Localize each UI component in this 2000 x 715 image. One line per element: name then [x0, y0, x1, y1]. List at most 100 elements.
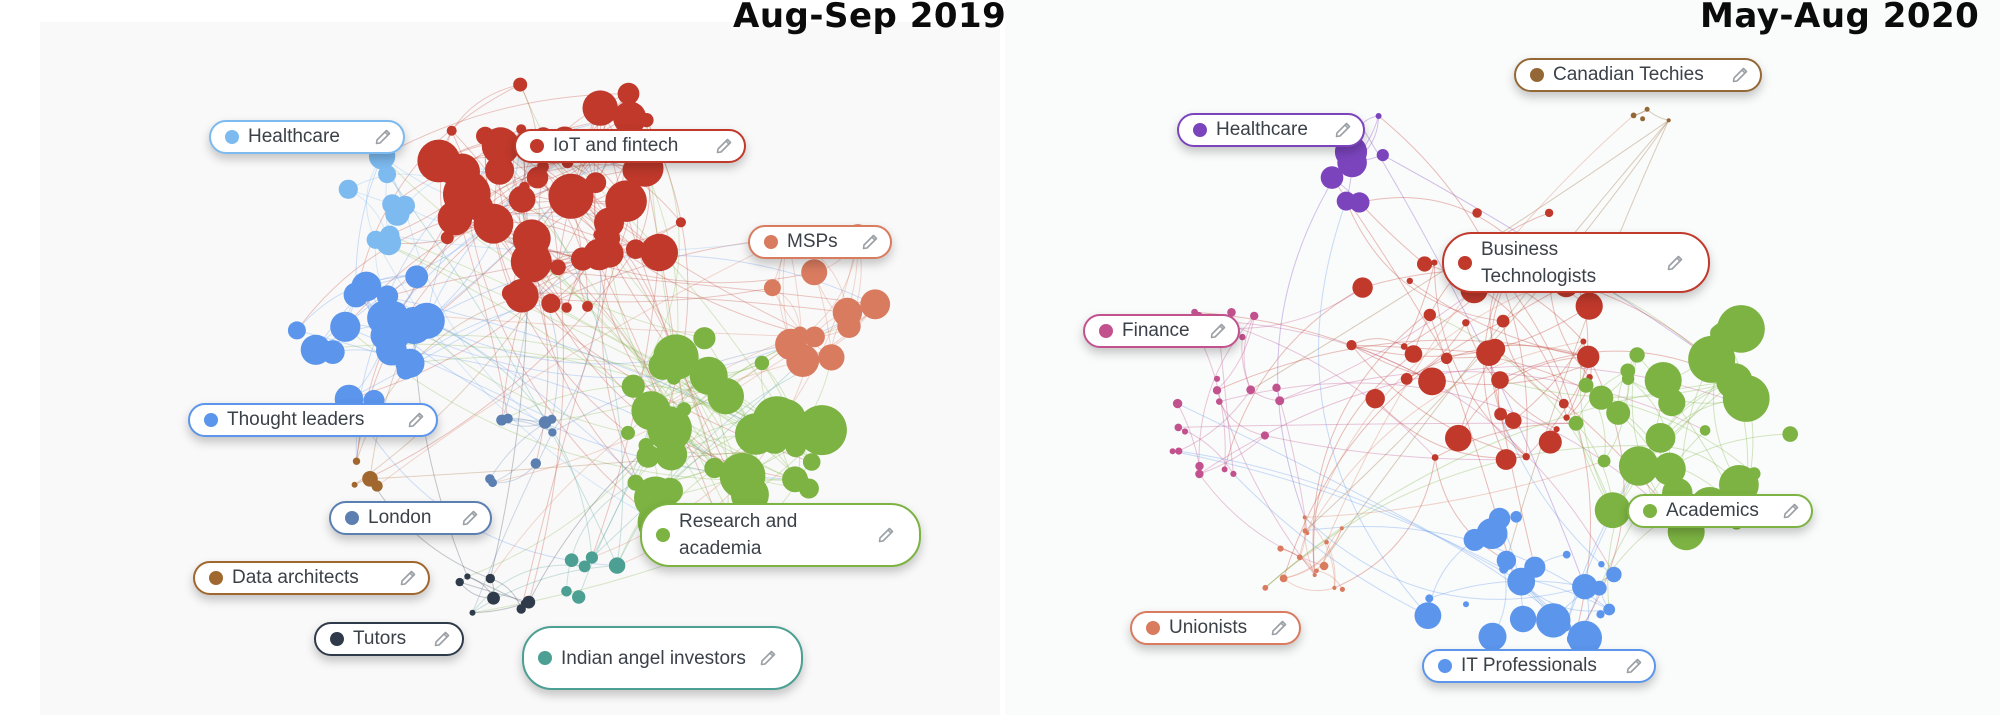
- node-left-thought[interactable]: [376, 285, 399, 307]
- node-left-msps[interactable]: [763, 279, 781, 297]
- cluster-label-left-thought[interactable]: Thought leaders: [188, 403, 438, 437]
- node-left-iot[interactable]: [515, 187, 532, 203]
- cluster-label-left-data[interactable]: Data architects: [193, 561, 430, 595]
- node-right-business[interactable]: [1544, 208, 1554, 218]
- pencil-icon[interactable]: [406, 410, 426, 430]
- node-left-research[interactable]: [782, 466, 808, 493]
- node-right-business[interactable]: [1400, 343, 1408, 350]
- node-right-finance[interactable]: [1250, 311, 1259, 321]
- cluster-label-left-healthcare[interactable]: Healthcare: [209, 120, 405, 154]
- node-right-business[interactable]: [1496, 314, 1510, 328]
- node-right-unionists[interactable]: [1332, 585, 1337, 591]
- node-right-academics[interactable]: [1629, 347, 1645, 363]
- node-right-academics[interactable]: [1606, 506, 1620, 520]
- node-left-iot[interactable]: [541, 293, 561, 313]
- node-left-iot[interactable]: [464, 192, 493, 221]
- node-left-indian[interactable]: [561, 586, 572, 597]
- node-left-healthcare[interactable]: [382, 194, 403, 215]
- node-right-business[interactable]: [1423, 308, 1437, 322]
- node-right-it[interactable]: [1478, 622, 1507, 651]
- node-right-academics[interactable]: [1578, 377, 1594, 393]
- node-left-iot[interactable]: [548, 173, 594, 219]
- node-left-research[interactable]: [689, 356, 728, 395]
- node-right-finance[interactable]: [1212, 386, 1222, 395]
- node-right-it[interactable]: [1562, 550, 1571, 559]
- node-right-unionists[interactable]: [1296, 554, 1303, 561]
- node-right-business[interactable]: [1538, 430, 1562, 454]
- node-right-it[interactable]: [1509, 605, 1537, 633]
- node-right-unionists[interactable]: [1305, 531, 1310, 536]
- node-right-business[interactable]: [1575, 292, 1603, 320]
- node-right-business[interactable]: [1580, 338, 1587, 345]
- node-left-research[interactable]: [666, 370, 681, 385]
- node-left-indian[interactable]: [578, 560, 591, 573]
- node-right-finance[interactable]: [1181, 428, 1189, 435]
- node-right-unionists[interactable]: [1339, 526, 1344, 531]
- node-left-tutors[interactable]: [469, 609, 476, 616]
- pencil-icon[interactable]: [1208, 321, 1228, 341]
- cluster-label-right-canadian[interactable]: Canadian Techies: [1514, 58, 1762, 92]
- node-right-healthcare[interactable]: [1376, 149, 1389, 162]
- node-right-it[interactable]: [1536, 603, 1571, 638]
- node-left-london[interactable]: [548, 428, 557, 437]
- node-left-indian[interactable]: [572, 590, 586, 604]
- node-right-unionists[interactable]: [1339, 586, 1345, 592]
- node-right-it[interactable]: [1496, 550, 1517, 571]
- node-right-business[interactable]: [1553, 426, 1560, 433]
- cluster-label-left-research[interactable]: Research and academia: [640, 503, 921, 567]
- node-left-tutors[interactable]: [485, 573, 495, 584]
- node-right-it[interactable]: [1560, 621, 1571, 632]
- node-right-it[interactable]: [1598, 561, 1605, 568]
- node-left-research[interactable]: [785, 437, 806, 458]
- node-right-canadian[interactable]: [1644, 106, 1650, 112]
- node-right-business[interactable]: [1495, 449, 1517, 470]
- pencil-icon[interactable]: [373, 127, 393, 147]
- node-right-business[interactable]: [1505, 412, 1522, 429]
- node-left-research[interactable]: [647, 406, 692, 452]
- pencil-icon[interactable]: [714, 136, 734, 156]
- node-right-academics[interactable]: [1620, 363, 1636, 379]
- node-left-thought[interactable]: [287, 321, 306, 340]
- node-right-finance[interactable]: [1272, 383, 1281, 392]
- node-left-iot[interactable]: [510, 241, 552, 283]
- pencil-icon[interactable]: [860, 232, 880, 252]
- node-left-data[interactable]: [351, 481, 358, 488]
- node-left-tutors[interactable]: [522, 595, 536, 609]
- node-left-iot[interactable]: [526, 166, 549, 189]
- node-left-healthcare[interactable]: [338, 179, 358, 199]
- cluster-label-left-tutors[interactable]: Tutors: [314, 622, 464, 656]
- node-left-research[interactable]: [796, 405, 847, 456]
- node-left-iot[interactable]: [485, 155, 515, 185]
- node-right-unionists[interactable]: [1314, 568, 1319, 574]
- node-left-msps[interactable]: [804, 326, 825, 348]
- node-left-iot[interactable]: [440, 231, 454, 245]
- node-right-it[interactable]: [1488, 507, 1511, 530]
- node-right-academics[interactable]: [1568, 415, 1584, 431]
- node-right-finance[interactable]: [1275, 396, 1285, 406]
- node-right-academics[interactable]: [1618, 446, 1659, 486]
- node-right-it[interactable]: [1566, 631, 1582, 647]
- pencil-icon[interactable]: [1269, 618, 1289, 638]
- node-right-unionists[interactable]: [1319, 561, 1329, 571]
- node-right-finance[interactable]: [1213, 375, 1221, 382]
- node-right-academics[interactable]: [1649, 440, 1660, 452]
- pencil-icon[interactable]: [1730, 65, 1750, 85]
- node-left-iot[interactable]: [561, 302, 572, 313]
- node-right-academics[interactable]: [1597, 454, 1611, 468]
- node-left-research[interactable]: [752, 396, 802, 445]
- node-right-healthcare[interactable]: [1375, 113, 1382, 119]
- node-left-iot[interactable]: [617, 82, 640, 105]
- node-right-it[interactable]: [1606, 566, 1622, 583]
- cluster-label-right-finance[interactable]: Finance: [1083, 314, 1240, 348]
- node-right-unionists[interactable]: [1324, 539, 1329, 545]
- node-right-business[interactable]: [1418, 367, 1446, 396]
- node-right-it[interactable]: [1510, 511, 1522, 523]
- cluster-label-left-london[interactable]: London: [329, 501, 492, 535]
- node-left-iot[interactable]: [625, 239, 646, 259]
- node-right-academics[interactable]: [1653, 452, 1686, 486]
- node-left-thought[interactable]: [405, 265, 429, 289]
- node-right-business[interactable]: [1365, 389, 1385, 409]
- node-right-it[interactable]: [1524, 556, 1546, 578]
- cluster-label-left-iot[interactable]: IoT and fintech: [514, 129, 746, 163]
- node-right-business[interactable]: [1577, 345, 1600, 368]
